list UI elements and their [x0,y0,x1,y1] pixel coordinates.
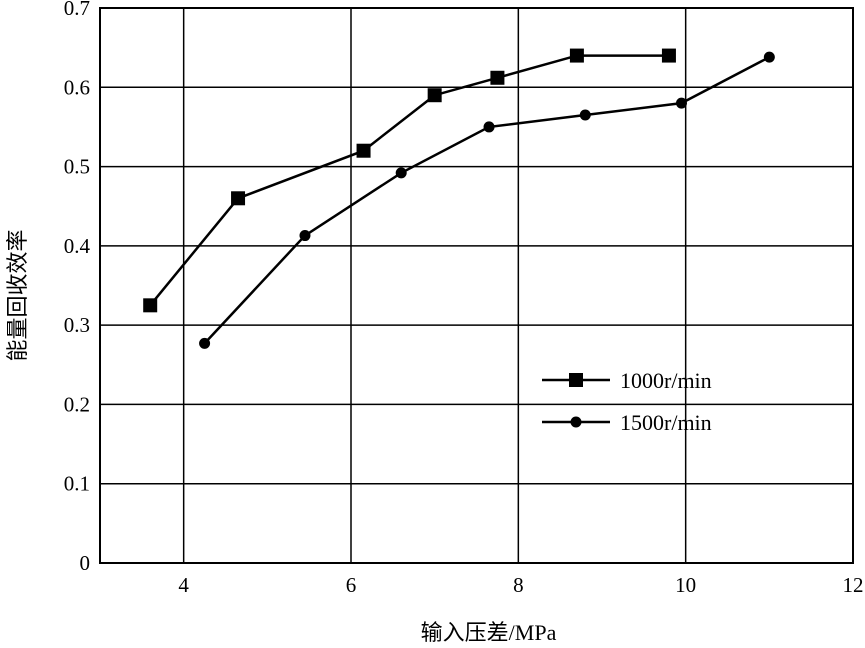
grid-lines [100,8,853,563]
x-tick-label: 6 [346,573,357,597]
circle-data-point [299,230,311,242]
legend-label: 1000r/min [620,368,712,393]
circle-data-point [199,337,211,349]
x-tick-label: 8 [513,573,524,597]
square-data-point [661,48,676,63]
circle-data-point [675,97,687,109]
series-line [149,54,669,307]
y-axis-ticks: 0 0.1 0.2 0.3 0.4 0.5 0.6 0.7 [64,0,91,575]
legend-label: 1500r/min [620,410,712,435]
x-axis-ticks: 4 6 8 10 12 [178,573,863,597]
series-2 [199,51,775,349]
square-data-point [569,48,584,63]
circle-marker-icon [570,416,582,428]
y-axis-label: 能量回收效率 [5,229,30,361]
circle-data-point [395,167,407,179]
legend-item: 1000r/min [542,368,712,393]
x-tick-label: 10 [675,573,696,597]
x-tick-label: 4 [178,573,189,597]
square-data-point [143,298,158,313]
y-tick-label: 0.3 [64,313,90,337]
square-data-point [427,88,442,103]
y-tick-label: 0.2 [64,392,90,416]
y-tick-label: 0.5 [64,155,90,179]
y-tick-label: 0.1 [64,472,90,496]
y-tick-label: 0.7 [64,0,90,20]
circle-data-point [579,109,591,121]
y-tick-label: 0 [80,551,91,575]
legend: 1000r/min 1500r/min [542,368,712,435]
series-1 [143,48,676,313]
y-tick-label: 0.4 [64,234,91,258]
series-layer [143,48,775,349]
square-data-point [231,191,246,206]
circle-data-point [763,51,775,63]
square-marker-icon [569,373,583,387]
x-axis-label: 输入压差/MPa [421,620,557,645]
plot-area-frame [99,7,854,564]
square-data-point [490,70,505,85]
x-tick-label: 12 [843,573,864,597]
legend-item: 1500r/min [542,410,712,435]
square-data-point [356,143,371,158]
circle-data-point [483,121,495,133]
y-tick-label: 0.6 [64,75,90,99]
